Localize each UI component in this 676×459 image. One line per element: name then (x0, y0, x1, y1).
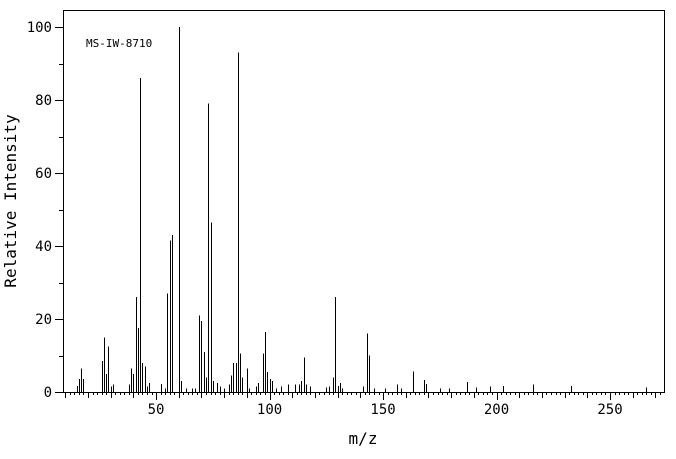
plot-border (63, 10, 665, 393)
spectrum-id-label: MS-IW-8710 (86, 37, 152, 50)
y-tick-label-100: 100 (27, 20, 52, 36)
x-axis-title: m/z (349, 429, 378, 448)
y-axis-tick-labels: 0 20 40 60 80 100 (27, 20, 52, 401)
x-tick-label-50: 50 (148, 402, 165, 418)
x-tick-label-200: 200 (484, 402, 509, 418)
y-axis-title: Relative Intensity (1, 114, 20, 288)
spectrum-peaks (77, 27, 647, 392)
y-axis-ticks (55, 27, 63, 393)
x-tick-label-100: 100 (257, 402, 282, 418)
y-tick-label-80: 80 (35, 93, 52, 109)
x-axis-tick-labels: 50 100 150 200 250 (148, 402, 623, 418)
x-tick-label-250: 250 (597, 402, 622, 418)
y-tick-label-0: 0 (44, 385, 52, 401)
x-tick-label-150: 150 (370, 402, 395, 418)
y-tick-label-40: 40 (35, 239, 52, 255)
y-tick-label-60: 60 (35, 166, 52, 182)
x-axis-ticks (65, 392, 661, 400)
y-tick-label-20: 20 (35, 312, 52, 328)
